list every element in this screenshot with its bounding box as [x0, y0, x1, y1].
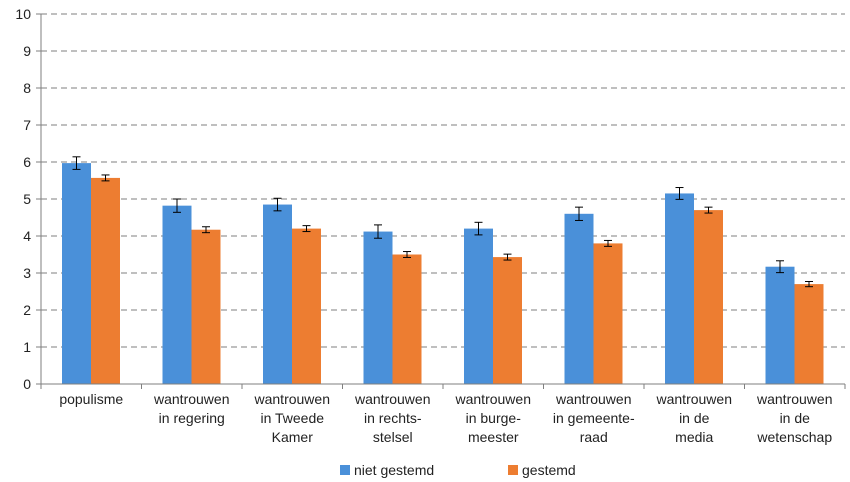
x-tick-label: in regering — [159, 410, 225, 426]
y-tick-label: 7 — [23, 117, 31, 133]
y-tick-label: 5 — [23, 191, 31, 207]
y-tick-label: 6 — [23, 154, 31, 170]
x-tick-label: raad — [580, 429, 608, 445]
legend: niet gestemd gestemd — [340, 462, 576, 478]
x-tick-label: wantrouwen — [555, 391, 632, 407]
x-tick-label: stelsel — [373, 429, 413, 445]
x-tick-label: meester — [468, 429, 519, 445]
bar-gestemd — [191, 229, 221, 384]
legend-label: niet gestemd — [354, 462, 434, 478]
legend-label: gestemd — [522, 462, 576, 478]
bar-niet-gestemd — [464, 228, 493, 384]
x-tick-label: populisme — [59, 391, 123, 407]
y-axis-ticks: 0 1 2 3 4 5 6 7 8 9 10 — [15, 6, 41, 392]
x-tick-label: in de — [679, 410, 710, 426]
y-tick-label: 0 — [23, 376, 31, 392]
gridlines — [41, 13, 845, 348]
x-tick-label: in rechts- — [364, 410, 422, 426]
x-tick-label: in burge- — [466, 410, 522, 426]
x-tick-label: Kamer — [272, 429, 314, 445]
bar-gestemd — [794, 284, 824, 384]
legend-swatch — [340, 465, 350, 475]
x-tick-label: wetenschap — [756, 429, 832, 445]
y-tick-label: 2 — [23, 302, 31, 318]
bar-gestemd — [694, 210, 723, 384]
bar-niet-gestemd — [263, 204, 292, 384]
x-tick-label: wantrouwen — [153, 391, 230, 407]
x-tick-label: wantrouwen — [756, 391, 833, 407]
x-tick-label: in de — [780, 410, 811, 426]
y-tick-label: 9 — [23, 43, 31, 59]
bar-niet-gestemd — [363, 231, 393, 384]
y-tick-label: 3 — [23, 265, 31, 281]
bar-gestemd — [593, 243, 623, 384]
bars — [62, 156, 824, 384]
bar-niet-gestemd — [564, 213, 594, 384]
x-tick-label: wantrouwen — [354, 391, 431, 407]
bar-gestemd — [292, 228, 321, 384]
x-tick-label: wantrouwen — [254, 391, 331, 407]
bar-niet-gestemd — [665, 193, 694, 384]
bar-niet-gestemd — [62, 163, 91, 384]
y-tick-label: 1 — [23, 339, 31, 355]
x-tick-label: media — [675, 429, 713, 445]
bar-niet-gestemd — [765, 266, 795, 384]
x-tick-label: wantrouwen — [656, 391, 733, 407]
y-tick-label: 8 — [23, 80, 31, 96]
bar-gestemd — [392, 254, 422, 384]
x-tick-label: wantrouwen — [455, 391, 532, 407]
legend-swatch — [508, 465, 518, 475]
bar-gestemd — [493, 257, 522, 384]
x-tick-label: in gemeente- — [553, 410, 635, 426]
y-tick-label: 10 — [15, 6, 31, 22]
bar-niet-gestemd — [162, 205, 192, 384]
y-tick-label: 4 — [23, 228, 31, 244]
x-axis — [40, 14, 846, 389]
x-tick-label: in Tweede — [260, 410, 324, 426]
bar-gestemd — [91, 177, 120, 384]
x-axis-labels: populisme wantrouwen in regering wantrouwen… — [59, 391, 832, 445]
